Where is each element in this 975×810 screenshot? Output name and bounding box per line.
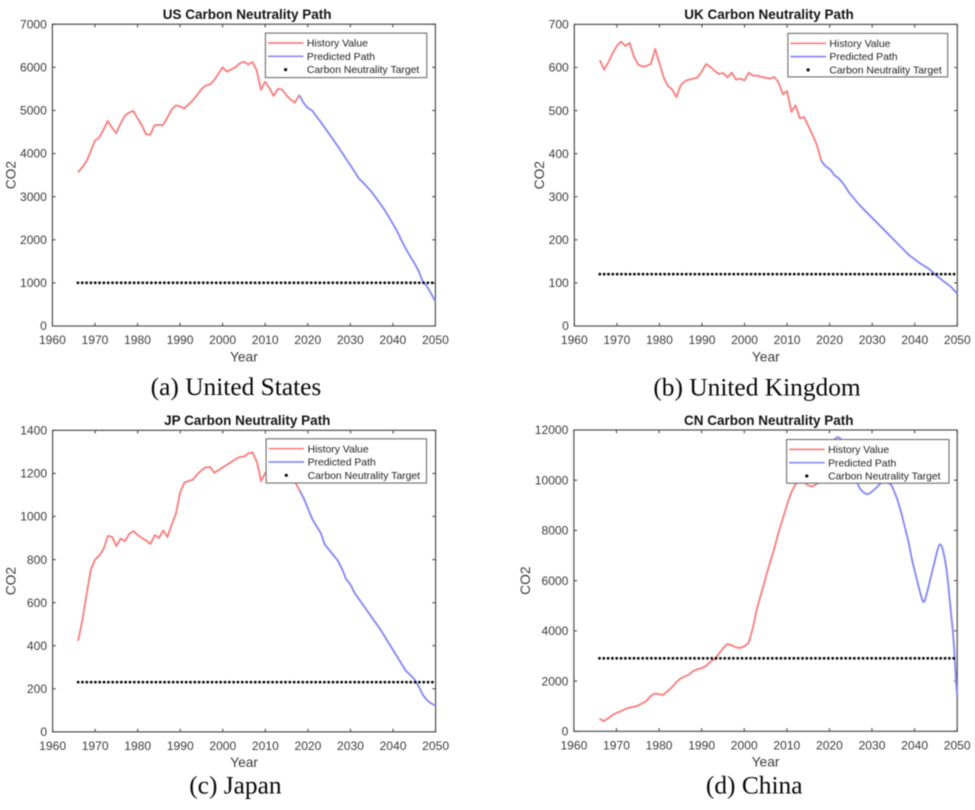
svg-text:2030: 2030 [337,333,364,347]
svg-text:1960: 1960 [561,333,588,347]
svg-text:1970: 1970 [603,738,630,752]
svg-text:2010: 2010 [773,738,800,752]
svg-text:1980: 1980 [646,333,673,347]
svg-text:2000: 2000 [731,738,758,752]
svg-text:1980: 1980 [124,333,151,347]
svg-text:History Value: History Value [308,444,369,455]
svg-text:12000: 12000 [535,423,569,437]
svg-text:2020: 2020 [294,739,321,753]
svg-text:2040: 2040 [379,333,406,347]
svg-text:100: 100 [549,276,569,290]
svg-text:2050: 2050 [944,738,971,752]
svg-text:UK Carbon Neutrality Path: UK Carbon Neutrality Path [684,7,854,22]
svg-text:1980: 1980 [646,738,673,752]
svg-text:CO2: CO2 [4,567,19,595]
svg-text:1000: 1000 [20,276,47,290]
svg-text:2010: 2010 [252,333,279,347]
svg-text:4000: 4000 [541,624,568,638]
svg-text:800: 800 [27,553,47,567]
svg-text:1970: 1970 [82,739,109,753]
svg-text:History Value: History Value [828,445,889,456]
svg-text:400: 400 [27,639,47,653]
svg-text:Year: Year [752,349,780,364]
svg-text:600: 600 [549,61,569,75]
svg-text:3000: 3000 [20,190,47,204]
svg-text:History Value: History Value [307,39,368,50]
svg-text:1200: 1200 [20,467,47,481]
svg-text:CN Carbon Neutrality Path: CN Carbon Neutrality Path [684,413,854,428]
svg-text:2020: 2020 [294,333,321,347]
svg-text:10000: 10000 [535,473,569,487]
svg-text:Year: Year [752,755,780,770]
svg-text:6000: 6000 [541,574,568,588]
svg-text:2010: 2010 [774,333,801,347]
svg-text:(b) United Kingdom: (b) United Kingdom [653,374,861,402]
svg-text:2050: 2050 [422,739,449,753]
svg-text:0: 0 [562,725,569,739]
svg-text:History Value: History Value [829,39,890,50]
svg-text:2050: 2050 [422,333,449,347]
svg-text:200: 200 [549,233,569,247]
svg-text:1990: 1990 [688,738,715,752]
svg-text:1960: 1960 [560,738,587,752]
svg-text:5000: 5000 [20,104,47,118]
svg-text:Predicted Path: Predicted Path [308,458,376,469]
svg-text:2030: 2030 [859,333,886,347]
svg-text:Predicted Path: Predicted Path [828,458,896,469]
svg-text:2000: 2000 [209,739,236,753]
svg-text:300: 300 [549,190,569,204]
svg-text:(c) Japan: (c) Japan [189,772,282,800]
svg-text:Carbon Neutrality Target: Carbon Neutrality Target [829,66,942,77]
svg-text:400: 400 [549,147,569,161]
svg-text:1970: 1970 [82,333,109,347]
svg-text:Year: Year [230,349,258,364]
svg-text:2020: 2020 [816,333,843,347]
svg-text:700: 700 [549,18,569,32]
svg-text:2050: 2050 [944,333,971,347]
svg-text:0: 0 [40,319,47,333]
svg-text:2040: 2040 [901,738,928,752]
svg-text:2000: 2000 [20,233,47,247]
svg-text:2040: 2040 [380,739,407,753]
svg-text:(d) China: (d) China [706,772,803,800]
svg-text:1400: 1400 [20,424,47,438]
svg-text:1990: 1990 [167,333,194,347]
svg-text:Carbon Neutrality Target: Carbon Neutrality Target [828,472,941,483]
svg-text:JP Carbon Neutrality Path: JP Carbon Neutrality Path [164,413,330,428]
svg-text:Predicted Path: Predicted Path [307,52,375,63]
svg-text:2030: 2030 [337,739,364,753]
svg-text:2000: 2000 [209,333,236,347]
svg-text:Predicted Path: Predicted Path [829,52,897,63]
svg-text:8000: 8000 [541,524,568,538]
svg-text:2040: 2040 [901,333,928,347]
svg-text:0: 0 [562,319,569,333]
svg-text:1970: 1970 [603,333,630,347]
svg-text:Year: Year [230,755,258,770]
svg-text:0: 0 [40,725,47,739]
svg-text:1960: 1960 [39,739,66,753]
svg-text:2000: 2000 [541,674,568,688]
svg-text:200: 200 [27,682,47,696]
svg-text:CO2: CO2 [518,566,533,594]
svg-text:2000: 2000 [731,333,758,347]
svg-text:1980: 1980 [124,739,151,753]
svg-text:Carbon Neutrality Target: Carbon Neutrality Target [308,471,421,482]
svg-text:1990: 1990 [167,739,194,753]
svg-text:(a) United States: (a) United States [151,373,322,401]
svg-text:Carbon Neutrality Target: Carbon Neutrality Target [307,65,420,76]
svg-text:CO2: CO2 [3,161,18,189]
svg-text:600: 600 [27,596,47,610]
svg-text:7000: 7000 [20,17,47,31]
svg-text:4000: 4000 [20,147,47,161]
svg-text:2030: 2030 [859,738,886,752]
svg-text:1960: 1960 [39,333,66,347]
svg-text:1000: 1000 [20,510,47,524]
svg-text:500: 500 [549,104,569,118]
svg-text:6000: 6000 [20,61,47,75]
svg-text:2010: 2010 [252,739,279,753]
svg-text:CO2: CO2 [532,161,547,189]
svg-text:1990: 1990 [689,333,716,347]
svg-text:US Carbon Neutrality Path: US Carbon Neutrality Path [163,7,332,22]
svg-text:2020: 2020 [816,738,843,752]
